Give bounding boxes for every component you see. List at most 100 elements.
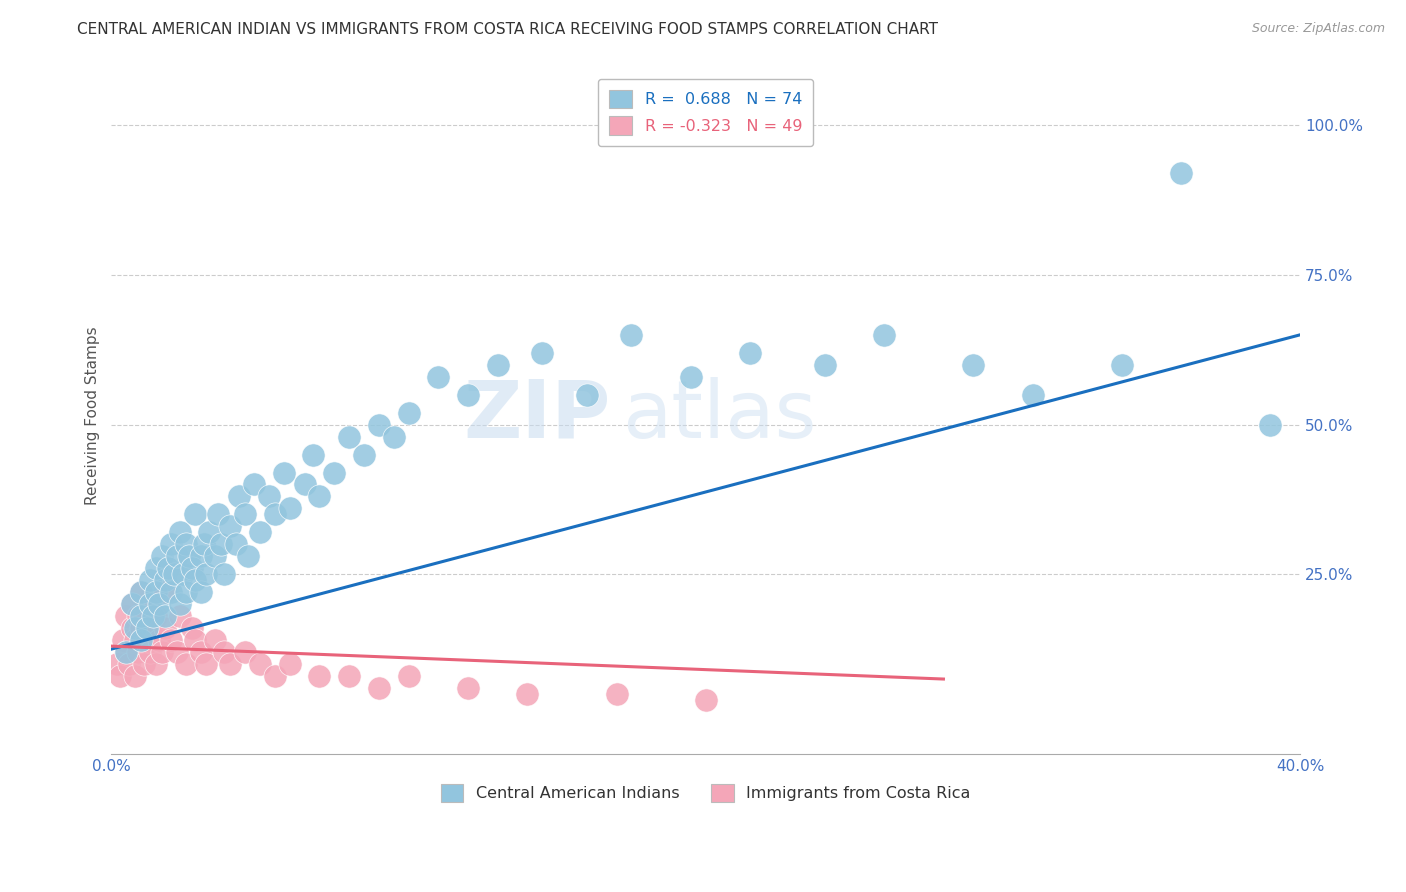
Point — [398, 406, 420, 420]
Point — [225, 537, 247, 551]
Point — [214, 567, 236, 582]
Point — [219, 657, 242, 671]
Point — [398, 669, 420, 683]
Point — [243, 477, 266, 491]
Point — [166, 645, 188, 659]
Point — [129, 609, 152, 624]
Point — [145, 609, 167, 624]
Text: Source: ZipAtlas.com: Source: ZipAtlas.com — [1251, 22, 1385, 36]
Point — [139, 645, 162, 659]
Point — [139, 597, 162, 611]
Point — [249, 657, 271, 671]
Point — [620, 327, 643, 342]
Point — [148, 633, 170, 648]
Point — [367, 681, 389, 695]
Point — [121, 597, 143, 611]
Point — [124, 633, 146, 648]
Point — [323, 466, 346, 480]
Legend: Central American Indians, Immigrants from Costa Rica: Central American Indians, Immigrants fro… — [429, 772, 981, 814]
Point — [183, 633, 205, 648]
Point — [115, 645, 138, 659]
Point — [127, 645, 149, 659]
Point — [1111, 358, 1133, 372]
Text: atlas: atlas — [623, 376, 817, 455]
Point — [302, 448, 325, 462]
Point — [145, 585, 167, 599]
Point — [233, 645, 256, 659]
Point — [145, 657, 167, 671]
Point — [150, 549, 173, 564]
Point — [278, 657, 301, 671]
Point — [263, 669, 285, 683]
Point — [427, 369, 450, 384]
Point — [132, 657, 155, 671]
Point — [278, 501, 301, 516]
Point — [127, 609, 149, 624]
Point — [516, 687, 538, 701]
Point — [575, 387, 598, 401]
Point — [214, 645, 236, 659]
Point — [457, 387, 479, 401]
Point — [249, 525, 271, 540]
Point — [1258, 417, 1281, 432]
Point — [190, 645, 212, 659]
Point — [132, 609, 155, 624]
Point — [233, 508, 256, 522]
Point — [367, 417, 389, 432]
Point — [136, 633, 159, 648]
Point — [160, 537, 183, 551]
Text: ZIP: ZIP — [464, 376, 610, 455]
Point — [172, 567, 194, 582]
Point — [121, 597, 143, 611]
Point — [183, 574, 205, 588]
Point — [160, 633, 183, 648]
Point — [531, 346, 554, 360]
Point — [813, 358, 835, 372]
Point — [112, 633, 135, 648]
Point — [124, 621, 146, 635]
Point — [169, 597, 191, 611]
Y-axis label: Receiving Food Stamps: Receiving Food Stamps — [86, 326, 100, 505]
Point — [136, 621, 159, 635]
Point — [204, 549, 226, 564]
Point — [169, 525, 191, 540]
Point — [740, 346, 762, 360]
Point — [236, 549, 259, 564]
Point — [153, 585, 176, 599]
Point — [110, 669, 132, 683]
Text: CENTRAL AMERICAN INDIAN VS IMMIGRANTS FROM COSTA RICA RECEIVING FOOD STAMPS CORR: CENTRAL AMERICAN INDIAN VS IMMIGRANTS FR… — [77, 22, 938, 37]
Point — [486, 358, 509, 372]
Point — [129, 633, 152, 648]
Point — [1170, 166, 1192, 180]
Point — [180, 561, 202, 575]
Point — [156, 561, 179, 575]
Point — [679, 369, 702, 384]
Point — [139, 574, 162, 588]
Point — [209, 537, 232, 551]
Point — [118, 657, 141, 671]
Point — [129, 585, 152, 599]
Point — [273, 466, 295, 480]
Point — [139, 597, 162, 611]
Point — [174, 537, 197, 551]
Point — [174, 657, 197, 671]
Point — [142, 609, 165, 624]
Point — [207, 508, 229, 522]
Point — [163, 567, 186, 582]
Point — [190, 549, 212, 564]
Point — [115, 609, 138, 624]
Point — [382, 429, 405, 443]
Point — [198, 525, 221, 540]
Point — [166, 549, 188, 564]
Point — [105, 657, 128, 671]
Point — [606, 687, 628, 701]
Point — [228, 490, 250, 504]
Point — [153, 621, 176, 635]
Point — [195, 657, 218, 671]
Point — [257, 490, 280, 504]
Point — [294, 477, 316, 491]
Point — [150, 645, 173, 659]
Point — [129, 585, 152, 599]
Point — [337, 669, 360, 683]
Point — [145, 561, 167, 575]
